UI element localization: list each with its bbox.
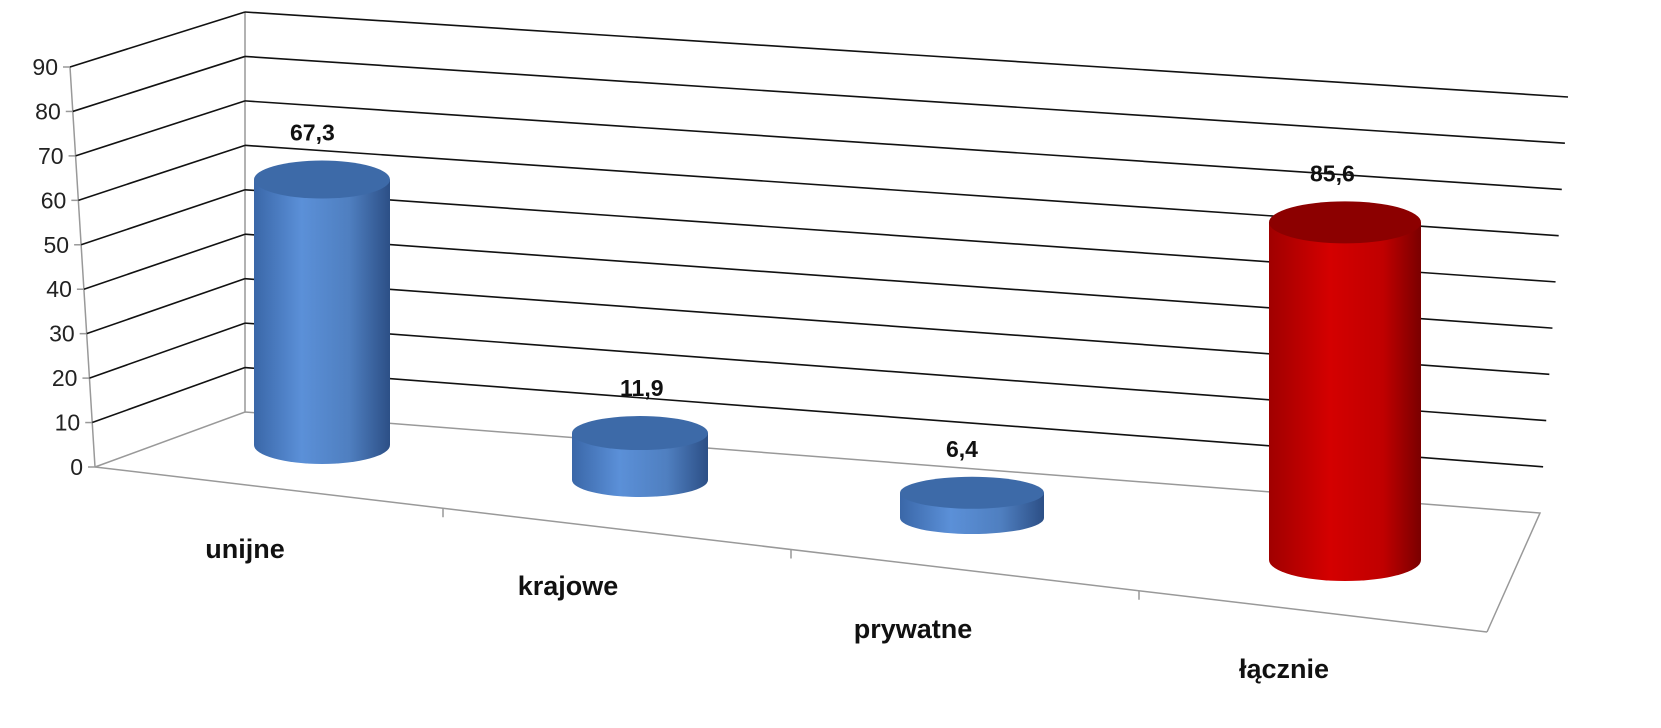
x-axis: unijne krajowe prywatne łącznie bbox=[205, 508, 1329, 684]
value-label: 67,3 bbox=[290, 120, 335, 146]
x-tick-label: prywatne bbox=[854, 614, 973, 644]
bar-body bbox=[254, 179, 390, 465]
y-tick-label: 20 bbox=[52, 365, 78, 391]
y-tick-label: 80 bbox=[35, 98, 61, 124]
y-tick-label: 0 bbox=[70, 454, 83, 480]
gridline-side bbox=[83, 233, 246, 290]
gridline-side bbox=[91, 366, 246, 424]
bar-unijne bbox=[254, 160, 390, 465]
y-tick-label: 70 bbox=[38, 143, 64, 169]
bar-top bbox=[572, 416, 708, 451]
bar-top bbox=[900, 476, 1044, 509]
floor-outline bbox=[94, 411, 1542, 633]
y-axis: 0 10 20 30 40 50 60 70 80 90 bbox=[32, 54, 95, 480]
y-tick-label: 50 bbox=[44, 232, 70, 258]
value-label: 6,4 bbox=[946, 436, 978, 462]
bar-top bbox=[1269, 201, 1421, 244]
gridline-side bbox=[89, 322, 246, 379]
y-tick-label: 10 bbox=[55, 410, 81, 436]
gridline-back bbox=[244, 11, 1569, 98]
y-tick-label: 40 bbox=[46, 276, 72, 302]
value-label: 11,9 bbox=[620, 375, 664, 401]
bar-body bbox=[572, 433, 708, 497]
value-label: 85,6 bbox=[1310, 160, 1355, 186]
gridline-side bbox=[80, 189, 246, 246]
x-tick-label: krajowe bbox=[518, 571, 619, 601]
gridline-side bbox=[72, 55, 246, 113]
gridline-side bbox=[69, 11, 246, 68]
y-tick-label: 90 bbox=[32, 54, 58, 80]
bar-łącznie bbox=[1269, 201, 1421, 581]
bar-krajowe bbox=[572, 416, 708, 497]
y-tick-label: 30 bbox=[49, 321, 75, 347]
y-tick-label: 60 bbox=[41, 187, 67, 213]
bar-top bbox=[254, 160, 390, 199]
gridline-side bbox=[75, 100, 246, 157]
bar-prywatne bbox=[900, 476, 1044, 534]
gridline-side bbox=[86, 277, 246, 335]
gridline-back bbox=[244, 100, 1562, 191]
gridline-side bbox=[78, 144, 246, 202]
value-labels: 67,3 11,9 6,4 85,6 bbox=[290, 120, 1355, 462]
bars bbox=[254, 160, 1421, 581]
left-wall-edge bbox=[69, 66, 96, 468]
gridline-back bbox=[244, 55, 1565, 145]
bar-body bbox=[1269, 222, 1421, 581]
x-tick-label: unijne bbox=[205, 534, 285, 564]
x-tick-label: łącznie bbox=[1239, 654, 1329, 684]
